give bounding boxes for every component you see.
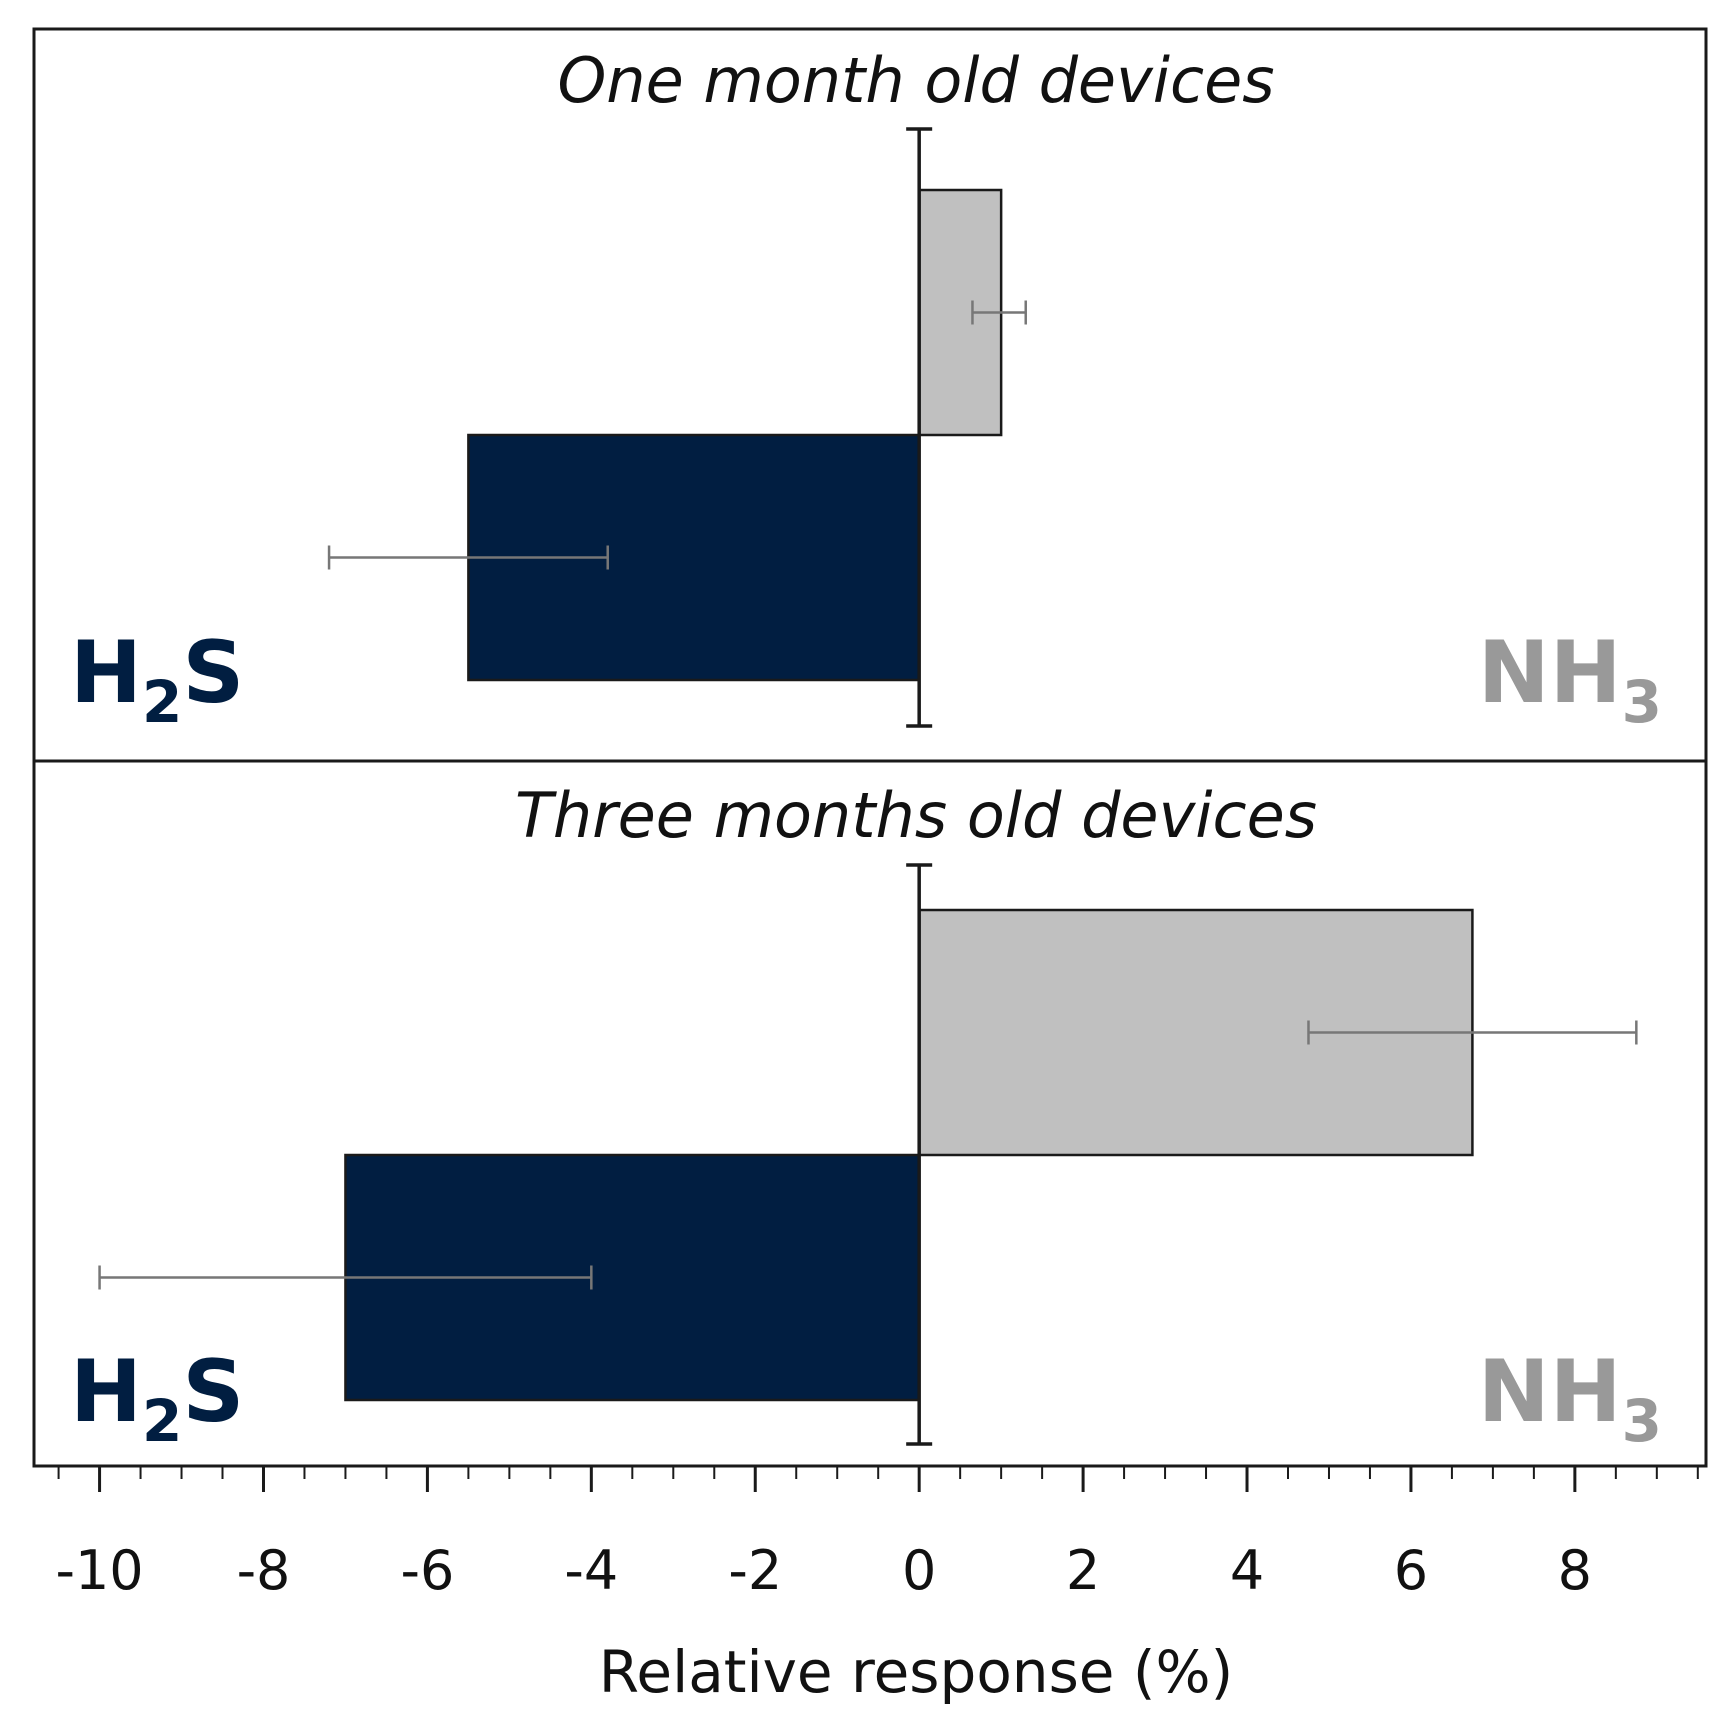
x-tick-label: 0 (902, 1539, 936, 1602)
panel-title: One month old devices (557, 44, 1274, 117)
x-tick-label: -8 (237, 1539, 291, 1602)
x-tick-label: -4 (564, 1539, 618, 1602)
x-axis-label: Relative response (%) (599, 1638, 1234, 1706)
label-nh3: NH3 (1478, 1342, 1662, 1455)
x-tick-label: 2 (1066, 1539, 1100, 1602)
error-bar (971, 300, 1027, 325)
error-bar (327, 545, 609, 570)
x-axis: -10 -8 -6 -4 -2 0 2 4 6 8 (55, 1466, 1699, 1602)
zero-line (906, 863, 933, 1446)
label-h2s: H2S (70, 623, 244, 736)
bar-group (98, 863, 1638, 1446)
error-bar (98, 1265, 593, 1290)
error-bar (1307, 1020, 1638, 1045)
x-tick-label: 8 (1558, 1539, 1592, 1602)
panel-frame (32, 759, 1708, 1468)
x-tick-label: 4 (1230, 1539, 1264, 1602)
label-h2s: H2S (70, 1342, 244, 1455)
zero-line (906, 127, 933, 728)
panel-one-month: One month old devices H2S NH3 (32, 27, 1708, 763)
panel-three-months: Three months old devices H2S NH3 (32, 759, 1708, 1468)
label-nh3: NH3 (1478, 623, 1662, 736)
x-tick-label: 6 (1394, 1539, 1428, 1602)
x-tick-label: -2 (728, 1539, 782, 1602)
x-tick-label: -10 (55, 1539, 143, 1602)
panel-title: Three months old devices (515, 779, 1317, 852)
x-tick-label: -6 (400, 1539, 454, 1602)
bar-group (327, 127, 1027, 728)
